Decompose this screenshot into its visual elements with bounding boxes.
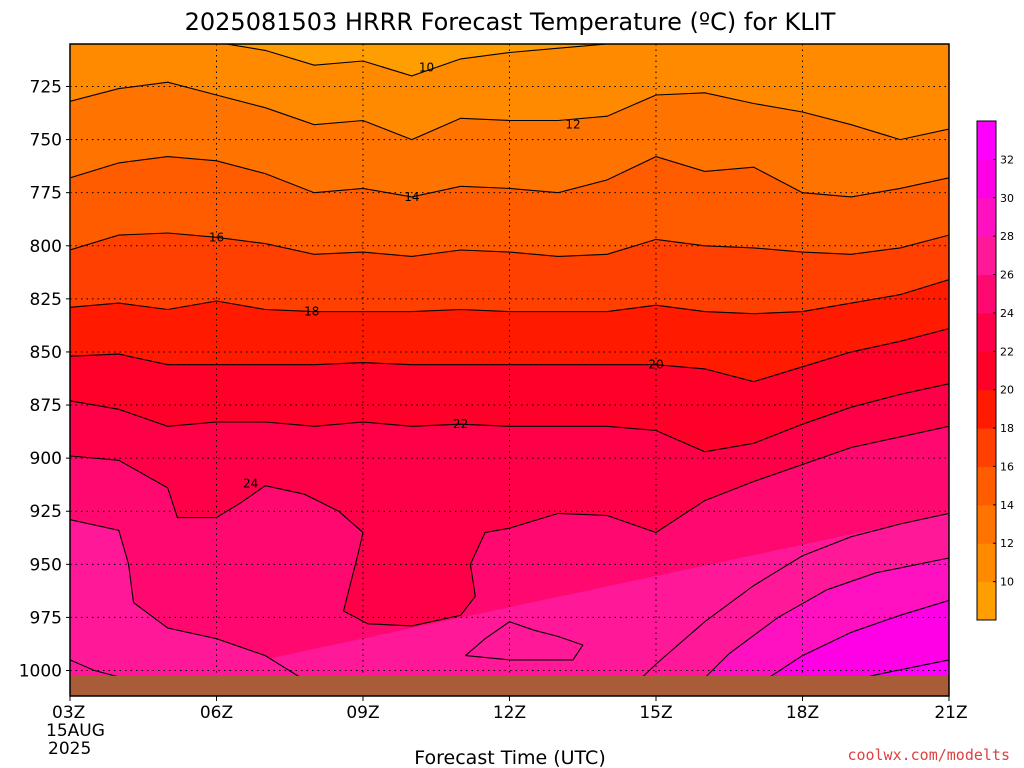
contour-lines: [70, 44, 949, 689]
y-tick-label-875: 875: [30, 396, 62, 416]
plot-area: 10 12 14 16 18 20 22 24 725 750 775 800 825 850 875 90…: [19, 43, 968, 759]
colorbar-label-14: 14: [1000, 499, 1014, 512]
colorbar-swatch-22: [977, 312, 996, 352]
contour-12-1: [70, 81, 949, 141]
contour-label-14: 14: [404, 190, 419, 204]
contour-22-6: [70, 383, 949, 453]
colorbar-label-30: 30: [1000, 192, 1014, 205]
colorbar-swatch-12: [977, 504, 996, 544]
colorbar-label-28: 28: [1000, 230, 1014, 243]
y-tick-label-975: 975: [30, 608, 62, 628]
contour-26-10: [631, 512, 949, 688]
y-tick-label-1000: 1000: [19, 662, 62, 682]
contour-label-22: 22: [453, 417, 468, 431]
temperature-fill: [70, 44, 949, 696]
x-tick-label-15Z: 15Z: [639, 703, 672, 723]
x-tick-label-12Z: 12Z: [493, 703, 526, 723]
x-tick-label-03Z: 03Z: [52, 703, 85, 723]
colorbar-swatch-28: [977, 197, 996, 237]
contour-label-24: 24: [243, 477, 258, 491]
contour-labels: 10 12 14 16 18 20 22 24: [209, 60, 664, 490]
y-tick-label-750: 750: [30, 131, 62, 151]
contour-label-10: 10: [419, 60, 434, 74]
y-tick-label-775: 775: [30, 184, 62, 204]
colorbar-label-20: 20: [1000, 384, 1014, 397]
y-tick-label-950: 950: [30, 555, 62, 575]
y-tick-label-725: 725: [30, 77, 62, 97]
colorbar-swatch-14: [977, 466, 996, 506]
colorbar-swatch-10: [977, 543, 996, 583]
colorbar: 10 12 14 16 18 20 22 24 26 28 30 32: [976, 120, 1014, 621]
contour-30-12: [753, 599, 949, 688]
x-tick-date: 15AUG: [46, 721, 105, 741]
colorbar-swatch-18: [977, 389, 996, 429]
x-tick-label-06Z: 06Z: [200, 703, 233, 723]
colorbar-label-24: 24: [1000, 307, 1014, 320]
x-tick-label-09Z: 09Z: [346, 703, 379, 723]
colorbar-swatch-32: [977, 121, 996, 160]
chart-title: 2025081503 HRRR Forecast Temperature (ºC…: [185, 8, 836, 36]
contour-20-5: [70, 328, 949, 383]
colorbar-swatch-8: [977, 581, 996, 621]
x-tick-label-18Z: 18Z: [786, 703, 819, 723]
colorbar-label-12: 12: [1000, 537, 1014, 550]
colorbar-label-16: 16: [1000, 460, 1014, 473]
x-tick-year: 2025: [48, 739, 91, 759]
colorbar-label-26: 26: [1000, 269, 1014, 282]
contour-18-4: [70, 279, 949, 315]
contour-10-0: [226, 44, 608, 77]
x-axis-title: Forecast Time (UTC): [414, 747, 605, 768]
band-corner: [93, 513, 949, 696]
colorbar-swatch-30: [977, 159, 996, 199]
contour-26-14: [70, 659, 119, 678]
band-22-24: [70, 383, 949, 626]
colorbar-label-18: 18: [1000, 422, 1014, 435]
colorbar-swatch-26: [977, 236, 996, 276]
y-tick-label-900: 900: [30, 449, 62, 469]
contour-26-9: [70, 519, 315, 684]
x-tick-label-21Z: 21Z: [934, 703, 967, 723]
y-axis-ticks: 725 750 775 800 825 850 875 900 925 950 975 1000: [19, 77, 70, 682]
contour-24-7: [70, 425, 949, 627]
colorbar-swatch-16: [977, 428, 996, 467]
colorbar-swatch-20: [977, 351, 996, 391]
contour-label-18: 18: [304, 305, 319, 319]
y-tick-label-825: 825: [30, 290, 62, 310]
contour-24-8: [465, 621, 584, 661]
contour-label-12: 12: [565, 118, 580, 132]
contour-14-2: [70, 156, 949, 198]
contour-label-16: 16: [209, 230, 224, 244]
y-tick-label-850: 850: [30, 343, 62, 363]
colorbar-label-22: 22: [1000, 345, 1014, 358]
colorbar-swatch-24: [977, 274, 996, 314]
colorbar-frame: [976, 120, 997, 621]
contour-16-3: [70, 232, 949, 257]
ground-surface: [70, 676, 949, 696]
colorbar-label-32: 32: [1000, 153, 1014, 166]
colorbar-label-10: 10: [1000, 576, 1014, 589]
credit-link[interactable]: coolwx.com/modelts: [847, 746, 1010, 764]
y-tick-label-925: 925: [30, 502, 62, 522]
y-tick-label-800: 800: [30, 237, 62, 257]
contour-28-11: [694, 557, 949, 688]
contour-label-20: 20: [648, 358, 663, 372]
